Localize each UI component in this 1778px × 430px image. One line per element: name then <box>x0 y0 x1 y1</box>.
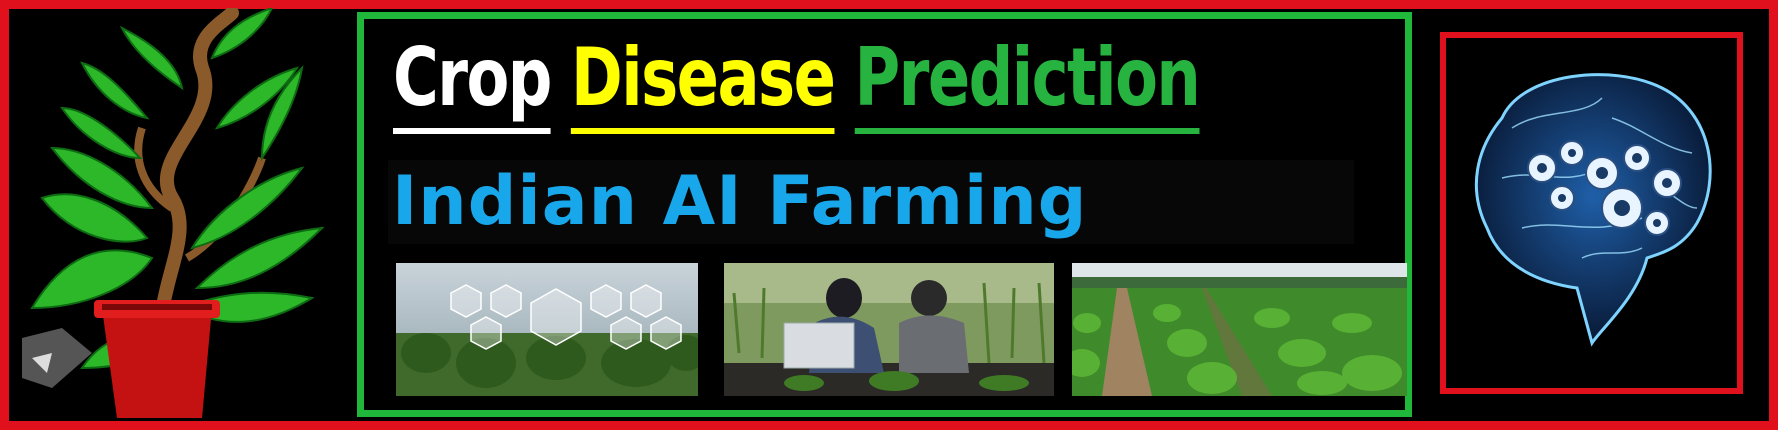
potted-plant-icon <box>22 8 325 418</box>
page-title: Crop Disease Prediction <box>393 30 1201 134</box>
title-word-crop: Crop <box>393 30 552 134</box>
smart-agriculture-photo <box>396 263 698 396</box>
title-word-disease: Disease <box>571 30 836 134</box>
subtitle-background <box>388 160 1354 244</box>
crop-rows-photo <box>1072 263 1407 396</box>
title-panel <box>357 12 1412 417</box>
ai-brain-gears-icon <box>1474 73 1712 347</box>
title-word-prediction: Prediction <box>854 30 1201 134</box>
field-researchers-photo <box>724 263 1054 396</box>
subtitle: Indian AI Farming <box>392 162 1088 241</box>
